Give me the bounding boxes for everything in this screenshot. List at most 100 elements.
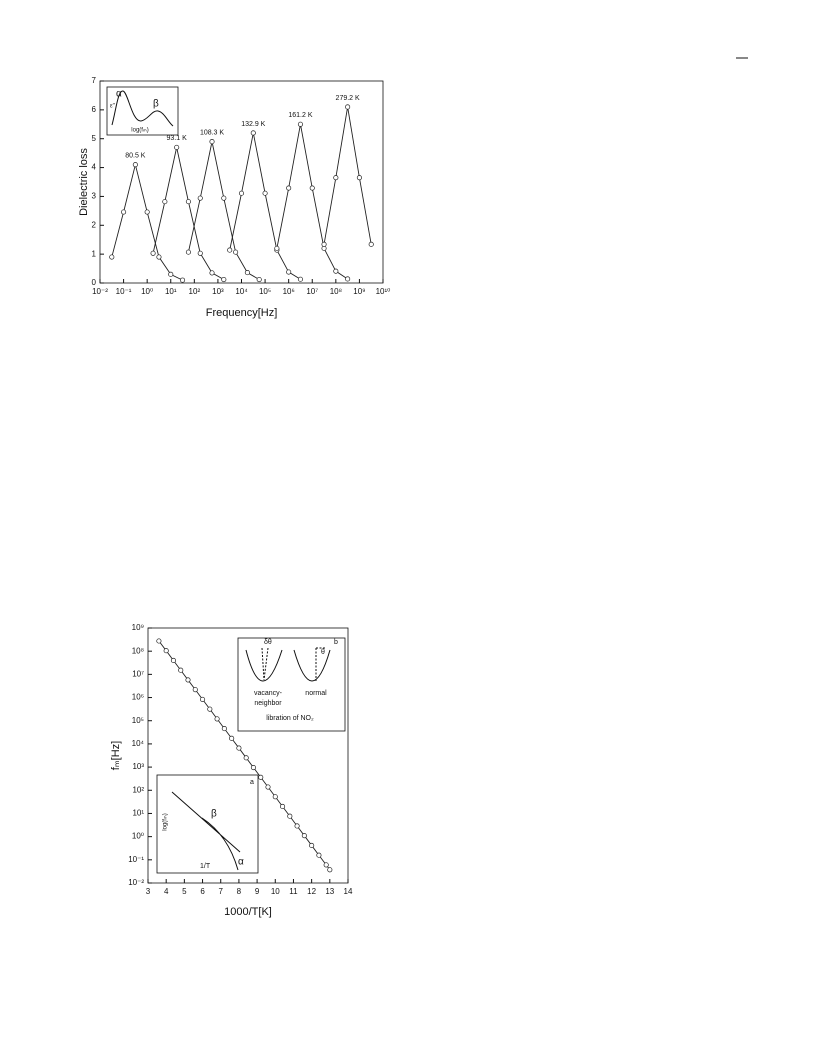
data-point — [168, 271, 174, 277]
data-point — [294, 823, 300, 829]
y-tick-label: 4 — [92, 163, 97, 172]
x-tick-label: 10⁴ — [235, 287, 248, 296]
inset-label: δθ — [264, 639, 272, 646]
data-point — [170, 657, 177, 664]
x-tick-label: 13 — [325, 887, 334, 896]
data-point — [229, 735, 235, 741]
data-point — [121, 209, 127, 215]
y-tick-label: 0 — [92, 278, 97, 287]
data-point — [174, 144, 180, 150]
data-point — [321, 241, 327, 247]
y-tick-label: 6 — [92, 105, 97, 114]
data-point — [185, 677, 191, 683]
inset-curve — [171, 791, 241, 871]
series-label: 93.1 K — [167, 135, 188, 142]
inset-label: ε'' — [110, 104, 115, 110]
data-point — [197, 195, 203, 201]
inset-well — [245, 649, 331, 682]
plot-frame — [99, 80, 384, 284]
inset-label: β — [211, 809, 217, 820]
x-axis-label: Frequency[Hz] — [206, 307, 278, 319]
series-line — [152, 147, 225, 280]
x-tick-label: 3 — [146, 887, 151, 896]
data-point — [287, 813, 293, 819]
data-point — [163, 648, 169, 654]
data-point — [333, 175, 339, 181]
inset-label: β — [153, 99, 159, 110]
inset-frame — [237, 637, 346, 732]
inset-label: libration of NO₂ — [266, 715, 314, 722]
x-tick-label: 10⁰ — [141, 287, 153, 296]
series-label: 80.5 K — [125, 153, 146, 160]
data-point — [323, 862, 329, 868]
inset-label: neighbor — [254, 700, 282, 707]
data-point — [368, 241, 374, 247]
data-point — [162, 199, 168, 205]
series-line — [111, 164, 183, 281]
inset-label: 1/T — [200, 863, 211, 870]
x-tick-label: 10⁻² — [92, 287, 108, 296]
x-tick-label: 10¹ — [165, 287, 177, 296]
y-tick-label: 10¹ — [132, 809, 144, 818]
x-tick-label: 10 — [271, 887, 280, 896]
x-tick-label: 10⁻¹ — [116, 287, 132, 296]
y-tick-label: 10⁷ — [132, 669, 144, 678]
data-point — [279, 803, 286, 810]
x-tick-label: 14 — [344, 887, 353, 896]
inset-frame — [106, 86, 179, 136]
y-tick-label: 10⁵ — [132, 716, 144, 725]
x-tick-label: 9 — [255, 887, 260, 896]
data-point — [333, 268, 339, 274]
data-point — [345, 276, 351, 282]
data-point — [178, 667, 184, 673]
x-tick-label: 10⁷ — [306, 287, 318, 296]
inset-label: α — [116, 89, 122, 100]
data-point — [192, 687, 198, 693]
y-axis-label: Dielectric loss — [78, 148, 90, 216]
data-point — [209, 139, 215, 145]
data-point — [244, 270, 250, 276]
inset-dashes — [261, 647, 326, 681]
data-point — [297, 276, 304, 282]
data-point — [214, 716, 220, 722]
data-point — [274, 245, 280, 251]
data-point — [265, 784, 271, 790]
x-tick-label: 10⁵ — [259, 287, 271, 296]
inset-label: log(fₘ) — [163, 813, 169, 830]
inset-curve — [111, 90, 174, 127]
x-tick-label: 12 — [307, 887, 316, 896]
data-point — [207, 706, 213, 712]
data-point — [209, 270, 215, 276]
data-point — [185, 249, 191, 255]
y-tick-label: 10⁴ — [132, 739, 145, 748]
data-point — [221, 726, 227, 732]
y-axis-label: fₘ[Hz] — [110, 741, 122, 770]
data-point — [258, 774, 264, 780]
inset-label: b — [334, 639, 338, 646]
data-point — [156, 254, 162, 260]
y-tick-label: 10³ — [132, 762, 144, 771]
inset-label: θ — [321, 649, 325, 656]
inset-label: a — [250, 779, 254, 786]
data-point — [238, 190, 245, 196]
data-point — [345, 104, 351, 110]
y-tick-label: 10² — [132, 785, 144, 794]
data-point — [179, 277, 186, 283]
y-tick-label: 10⁻² — [128, 878, 144, 887]
series-line — [276, 124, 348, 280]
data-point — [221, 276, 227, 283]
data-point — [309, 842, 315, 848]
y-tick-label: 10⁻¹ — [128, 855, 144, 864]
x-tick-label: 10¹⁰ — [376, 287, 391, 296]
data-point — [150, 250, 156, 256]
x-tick-label: 10⁸ — [330, 287, 342, 296]
x-tick-label: 10⁶ — [283, 287, 295, 296]
plot-frame — [147, 627, 349, 884]
x-tick-label: 6 — [200, 887, 205, 896]
series-label: 161.2 K — [288, 112, 312, 119]
inset-label: δθ — [264, 639, 272, 646]
data-point — [197, 250, 203, 256]
data-point — [327, 867, 333, 873]
y-tick-label: 10⁰ — [132, 832, 144, 841]
